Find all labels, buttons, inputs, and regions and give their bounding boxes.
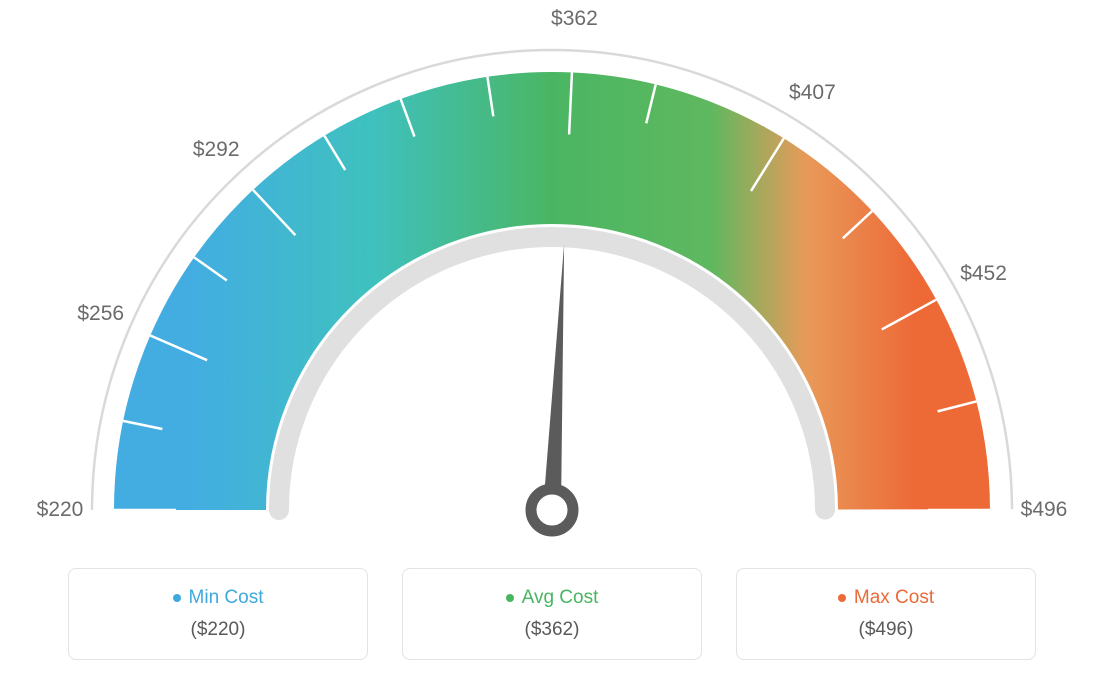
legend-row: Min Cost ($220) Avg Cost ($362) Max Cost… <box>0 568 1104 660</box>
gauge-tick-label: $292 <box>193 138 240 162</box>
legend-min-title: Min Cost <box>173 587 264 609</box>
cost-gauge: $220 $256 $292 $362 $407 $452 $496 <box>0 0 1104 560</box>
dot-icon <box>173 594 181 602</box>
legend-min: Min Cost ($220) <box>68 568 368 660</box>
legend-max-title: Max Cost <box>838 587 934 609</box>
legend-min-value: ($220) <box>191 619 246 641</box>
legend-avg-value: ($362) <box>525 619 580 641</box>
dot-icon <box>838 594 846 602</box>
dot-icon <box>506 594 514 602</box>
legend-avg-label: Avg Cost <box>522 587 599 609</box>
gauge-tick-label: $496 <box>1021 498 1068 522</box>
legend-max: Max Cost ($496) <box>736 568 1036 660</box>
legend-avg: Avg Cost ($362) <box>402 568 702 660</box>
gauge-tick-label: $220 <box>37 498 84 522</box>
gauge-tick-label: $407 <box>789 81 836 105</box>
gauge-svg <box>0 0 1104 560</box>
gauge-tick-label: $452 <box>960 262 1007 286</box>
legend-max-label: Max Cost <box>854 587 934 609</box>
gauge-tick-label: $362 <box>551 7 598 31</box>
legend-min-label: Min Cost <box>189 587 264 609</box>
legend-avg-title: Avg Cost <box>506 587 599 609</box>
legend-max-value: ($496) <box>859 619 914 641</box>
gauge-tick-label: $256 <box>77 302 124 326</box>
